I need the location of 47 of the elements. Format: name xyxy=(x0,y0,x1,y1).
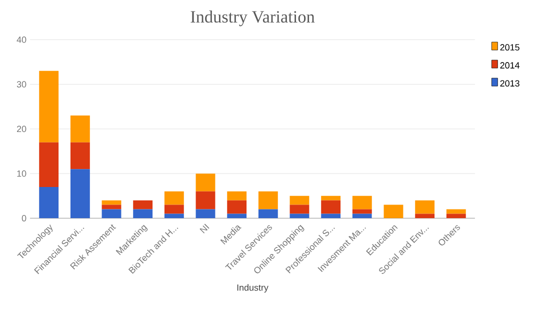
bar xyxy=(321,214,341,218)
bar xyxy=(290,196,310,205)
bar xyxy=(102,200,122,205)
bar xyxy=(70,115,90,142)
bar xyxy=(164,214,184,218)
bar xyxy=(39,142,59,187)
bar xyxy=(70,142,90,169)
bar xyxy=(290,204,310,214)
bar xyxy=(70,168,90,218)
bar xyxy=(415,200,435,214)
bar xyxy=(102,204,122,210)
bar xyxy=(446,214,466,218)
bar xyxy=(196,191,216,210)
bar xyxy=(352,209,372,214)
x-axis-title: Industry xyxy=(237,284,268,292)
legend-label: 2015 xyxy=(500,44,520,50)
bar xyxy=(290,214,310,218)
bar xyxy=(164,191,184,205)
bar xyxy=(102,209,122,218)
bar xyxy=(133,209,153,218)
bar xyxy=(258,209,278,218)
bar xyxy=(384,204,404,218)
bar xyxy=(227,214,247,218)
bar xyxy=(196,173,216,192)
y-tick-label: 30 xyxy=(16,80,26,88)
chart-title: Industry Variation xyxy=(190,10,315,26)
bar xyxy=(164,204,184,214)
y-tick-label: 10 xyxy=(17,170,26,177)
bar xyxy=(196,209,216,218)
bar xyxy=(39,70,59,142)
bar xyxy=(352,196,372,210)
bar xyxy=(321,200,341,214)
bar xyxy=(133,200,153,210)
legend-label: 2013 xyxy=(500,80,520,86)
y-tick-label: 20 xyxy=(17,126,26,132)
bar xyxy=(352,214,372,218)
bar xyxy=(415,214,435,218)
bar xyxy=(321,196,341,200)
bar xyxy=(258,191,278,210)
y-tick-label: 40 xyxy=(16,36,26,43)
bar xyxy=(39,186,59,218)
bar xyxy=(227,191,247,200)
bar xyxy=(227,200,247,214)
x-tick-label: NI xyxy=(200,224,210,234)
bar xyxy=(446,209,466,214)
y-tick-label: 0 xyxy=(22,214,26,222)
legend-label: 2014 xyxy=(500,62,520,68)
